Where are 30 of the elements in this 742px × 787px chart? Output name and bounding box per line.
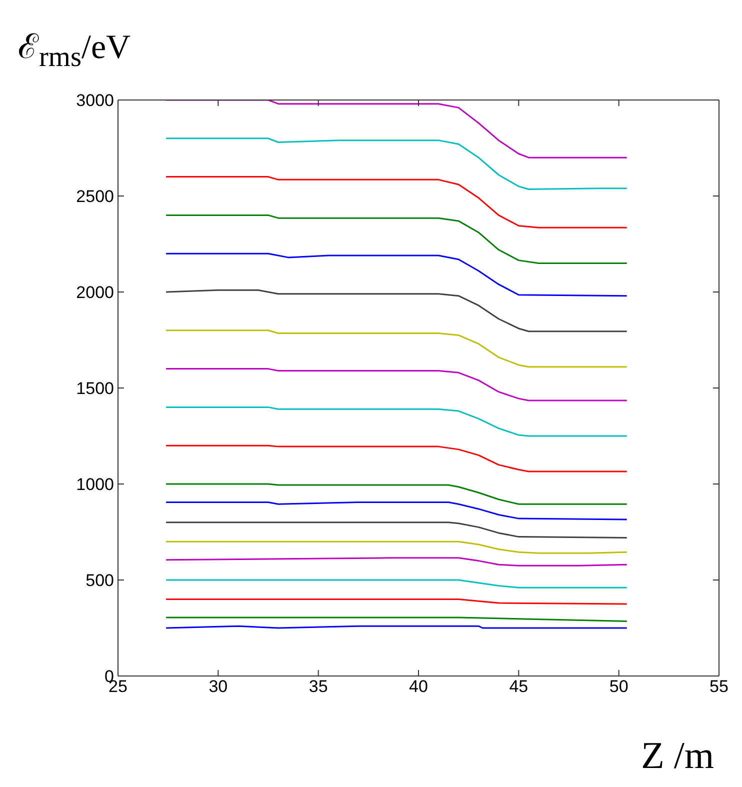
y-tick-label: 500 [86, 571, 114, 590]
y-tick-label: 1000 [76, 475, 114, 494]
line-series [165, 501, 628, 520]
line-series [165, 252, 628, 297]
y-tick-label: 1500 [76, 379, 114, 398]
line-series [165, 176, 628, 228]
x-tick-label: 35 [308, 677, 328, 696]
line-series [165, 557, 628, 566]
line-series [165, 579, 628, 588]
line-series [165, 540, 628, 554]
y-axis-title: ℰ$_{rms}$/eV [18, 28, 131, 75]
y-tick-label: 3000 [76, 91, 114, 110]
x-tick-label: 55 [710, 677, 728, 696]
x-tick-label: 50 [609, 677, 628, 696]
line-series [165, 483, 628, 505]
x-tick-label: 30 [208, 677, 228, 696]
line-series [165, 214, 628, 264]
line-series [165, 406, 628, 437]
x-axis-title: Z /m [641, 734, 714, 778]
y-tick-label: 2500 [76, 187, 114, 206]
x-tick-label: 45 [509, 677, 528, 696]
line-series [165, 138, 628, 190]
line-series [165, 330, 628, 368]
y-tick-label: 2000 [76, 283, 114, 302]
line-series [165, 100, 628, 158]
line-series [165, 368, 628, 402]
line-series [165, 444, 628, 472]
line-series [165, 522, 628, 539]
x-tick-label: 40 [409, 677, 428, 696]
line-series [165, 289, 628, 332]
